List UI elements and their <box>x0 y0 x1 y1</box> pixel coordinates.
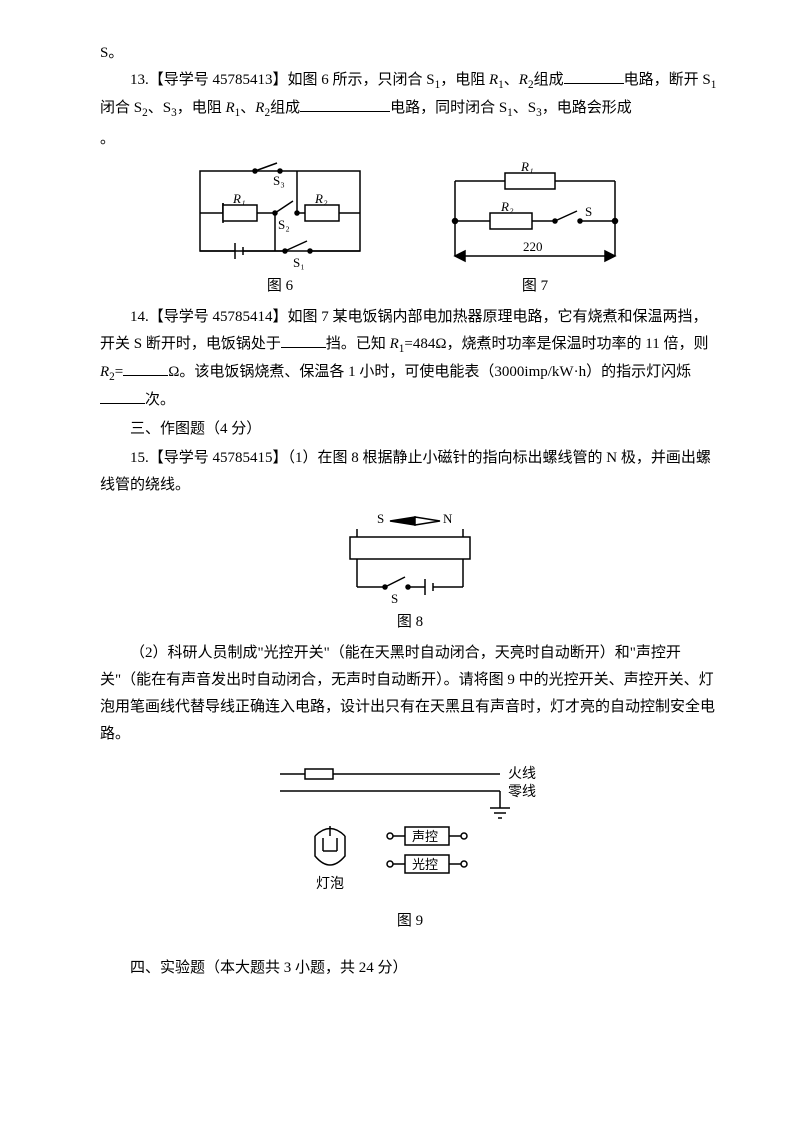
fig8-caption: 图 8 <box>397 609 423 636</box>
blank <box>300 111 390 112</box>
top-fragment: S。 <box>100 40 720 67</box>
fig7-svg: R₁ R₂ S 220 <box>435 161 635 271</box>
q13-R: R <box>225 100 234 116</box>
fig6-caption: 图 6 <box>267 273 293 300</box>
fig7-r1: R₁ <box>520 161 533 174</box>
fig9-light: 光控 <box>412 857 438 872</box>
fig9-bulb: 灯泡 <box>316 876 344 892</box>
q13-R: R <box>519 72 528 88</box>
q14-text: 14.【导学号 45785414】如图 7 某电饭锅内部电加热器原理电路，它有烧… <box>100 304 720 415</box>
fig6-svg: S₃ R₁ R₂ S₂ S₁ <box>185 161 375 271</box>
fig9-sound: 声控 <box>412 829 438 844</box>
fig9-neutral: 零线 <box>508 784 536 800</box>
q13-part: ，电路会形成 <box>542 100 632 116</box>
section4-heading: 四、实验题（本大题共 3 小题，共 24 分） <box>100 955 720 982</box>
q13-part: 、 <box>504 72 519 88</box>
figure-9: 火线 零线 灯泡 声控 光控 图 9 <box>260 756 560 935</box>
q13-part: ，电阻 <box>440 72 489 88</box>
figure-8: S N S 图 8 <box>315 507 505 636</box>
fig6-s1: S₁ <box>293 255 305 270</box>
q14-part: = <box>115 364 123 380</box>
blank <box>100 403 145 404</box>
q13-R: R <box>489 72 498 88</box>
fig7-s: S <box>585 204 592 219</box>
q13-part: 闭合 S <box>100 100 142 116</box>
fig7-caption: 图 7 <box>522 273 548 300</box>
q14-part: 次。 <box>145 392 175 408</box>
blank <box>564 83 624 84</box>
q14-r1: R <box>390 336 399 352</box>
q15a-text: 15.【导学号 45785415】（1）在图 8 根据静止小磁针的指向标出螺线管… <box>100 445 720 499</box>
fig8-S: S <box>377 511 384 526</box>
q14-r2: R <box>100 364 109 380</box>
q13-sub: 1 <box>711 79 717 91</box>
fig9-caption: 图 9 <box>397 908 423 935</box>
q14-part: =484Ω，烧煮时功率是保温时功率的 11 倍，则 <box>404 336 708 352</box>
q13-part: 、 <box>240 100 255 116</box>
fig6-r1: R₁ <box>232 191 245 206</box>
q13-part: ，电阻 <box>177 100 226 116</box>
fig6-s3: S₃ <box>273 173 285 188</box>
fig7-r2: R₂ <box>500 199 514 214</box>
fig8-sw: S <box>391 591 398 606</box>
q13-part: 电路，断开 S <box>624 72 711 88</box>
q15b-text: （2）科研人员制成"光控开关"（能在天黑时自动闭合，天亮时自动断开）和"声控开关… <box>100 640 720 748</box>
q13-text: 13.【导学号 45785413】如图 6 所示，只闭合 S1，电阻 R1、R2… <box>100 67 720 124</box>
fig7-v: 220 <box>523 239 543 254</box>
fig6-s2: S₂ <box>278 217 290 232</box>
q13-part: 、S <box>148 100 171 116</box>
q14-part: 挡。已知 <box>326 336 390 352</box>
figure-7: R₁ R₂ S 220 图 7 <box>435 161 635 300</box>
fig8-svg: S N S <box>315 507 505 607</box>
q13-period: 。 <box>100 126 720 153</box>
q13-part: 组成 <box>270 100 300 116</box>
fig8-N: N <box>443 511 453 526</box>
figure-6: S₃ R₁ R₂ S₂ S₁ 图 6 <box>185 161 375 300</box>
fig6-r2: R₂ <box>314 191 328 206</box>
q13-part: 电路，同时闭合 S <box>390 100 507 116</box>
blank <box>123 375 168 376</box>
q13-part: 组成 <box>534 72 564 88</box>
section3-heading: 三、作图题（4 分） <box>100 416 720 443</box>
q13-part: 、S <box>513 100 536 116</box>
blank <box>281 347 326 348</box>
fig9-svg: 火线 零线 灯泡 声控 光控 <box>260 756 560 906</box>
fig9-fire: 火线 <box>508 766 536 782</box>
q13-part: 13.【导学号 45785413】如图 6 所示，只闭合 S <box>130 72 435 88</box>
q14-part: Ω。该电饭锅烧煮、保温各 1 小时，可使电能表（3000imp/kW·h）的指示… <box>168 364 691 380</box>
